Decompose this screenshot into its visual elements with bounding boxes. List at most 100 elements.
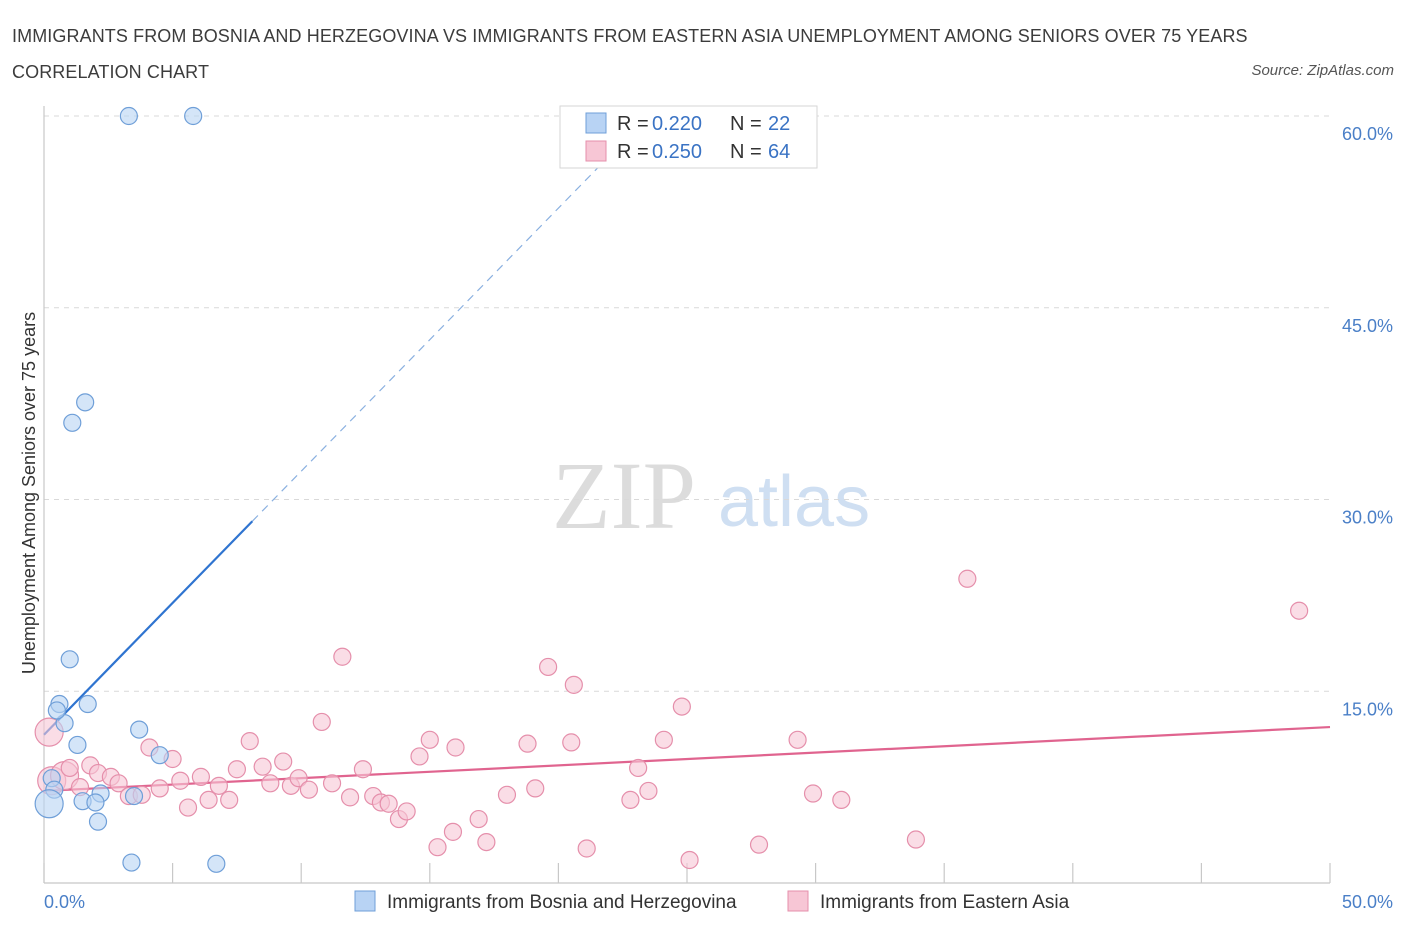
data-point-eastern-asia (672, 697, 691, 716)
data-point-eastern-asia (209, 776, 228, 795)
data-point-eastern-asia (906, 830, 926, 849)
data-point-eastern-asia (379, 794, 398, 813)
trendline-bosnia-extension (251, 160, 606, 522)
data-point-bosnia (207, 854, 226, 873)
data-point-bosnia (63, 413, 82, 432)
data-point-eastern-asia (322, 774, 342, 793)
x-tick-label-max: 50.0% (1342, 892, 1393, 912)
data-point-bosnia (150, 746, 169, 765)
data-point-eastern-asia (680, 850, 699, 870)
data-point-eastern-asia (469, 809, 488, 829)
legend-swatch-eastern-asia (585, 140, 607, 162)
data-point-eastern-asia (240, 732, 259, 751)
trendline-bosnia (43, 520, 254, 736)
data-point-eastern-asia (803, 784, 823, 803)
watermark-atlas: atlas (718, 462, 870, 542)
data-point-eastern-asia (333, 647, 352, 666)
data-point-bosnia (47, 701, 66, 720)
legend-r-label-bosnia: R = (617, 113, 649, 135)
data-point-eastern-asia (253, 757, 272, 776)
chart-title: IMMIGRANTS FROM BOSNIA AND HERZEGOVINA V… (12, 26, 1248, 82)
legend-n-label-eastern-asia: N = (730, 141, 762, 163)
x-ticks (43, 863, 1331, 883)
data-point-eastern-asia (220, 790, 239, 810)
data-point-bosnia (130, 720, 149, 739)
bottom-legend-swatch-eastern-asia (787, 890, 809, 912)
legend-n-value-bosnia: 22 (768, 113, 790, 135)
data-point-bosnia (76, 393, 95, 412)
correlation-legend: R = 0.220 N = 22 R = 0.250 N = 64 (559, 105, 818, 169)
data-point-eastern-asia (446, 738, 465, 757)
data-point-bosnia (68, 735, 87, 755)
legend-n-value-eastern-asia: 64 (768, 141, 790, 163)
data-point-eastern-asia (274, 752, 293, 771)
y-tick-label: 30.0% (1342, 508, 1393, 528)
legend-n-label-bosnia: N = (730, 113, 762, 135)
data-point-bosnia (119, 106, 138, 126)
trendline-eastern-asia (43, 725, 1331, 793)
data-point-eastern-asia (428, 838, 447, 857)
bottom-legend-swatch-bosnia (354, 890, 376, 912)
data-point-bosnia (124, 786, 144, 806)
data-point-eastern-asia (562, 733, 581, 752)
data-point-eastern-asia (178, 798, 198, 817)
data-point-eastern-asia (150, 779, 169, 798)
data-point-eastern-asia (171, 771, 190, 790)
y-axis-title: Unemployment Among Seniors over 75 years (19, 312, 39, 674)
data-point-eastern-asia (749, 835, 769, 854)
data-point-bosnia (184, 106, 203, 126)
trendlines (43, 160, 1331, 793)
data-point-bosnia (34, 789, 64, 819)
data-point-eastern-asia (477, 832, 496, 852)
data-point-eastern-asia (340, 788, 360, 807)
data-point-eastern-asia (1290, 601, 1309, 620)
data-point-bosnia (78, 694, 97, 714)
data-point-eastern-asia (109, 774, 128, 793)
data-point-eastern-asia (261, 774, 280, 793)
data-point-eastern-asia (621, 790, 640, 810)
data-point-eastern-asia (312, 712, 331, 732)
y-tick-labels: 15.0% 30.0% 45.0% 60.0% (1342, 124, 1393, 719)
data-point-eastern-asia (832, 790, 851, 810)
x-tick-label-min: 0.0% (44, 892, 85, 912)
legend-r-value-bosnia: 0.220 (652, 113, 702, 135)
legend-r-label-eastern-asia: R = (617, 141, 649, 163)
bottom-legend-label-bosnia: Immigrants from Bosnia and Herzegovina (387, 892, 737, 913)
data-point-eastern-asia (191, 767, 210, 786)
data-point-bosnia (60, 650, 79, 669)
data-point-eastern-asia (639, 781, 658, 801)
data-point-eastern-asia (654, 730, 673, 749)
data-point-eastern-asia (60, 758, 79, 778)
watermark-zip: ZIP (552, 442, 696, 549)
bottom-legend-label-eastern-asia: Immigrants from Eastern Asia (820, 892, 1070, 913)
data-point-bosnia (122, 853, 141, 872)
gridlines (44, 115, 1330, 692)
y-tick-label: 15.0% (1342, 699, 1393, 719)
legend-swatch-bosnia (585, 112, 607, 134)
data-point-eastern-asia (629, 758, 648, 778)
data-point-eastern-asia (526, 779, 545, 798)
data-point-eastern-asia (788, 730, 807, 749)
data-point-eastern-asia (353, 760, 373, 779)
series-eastern-asia-points (34, 569, 1309, 870)
data-point-eastern-asia (443, 822, 463, 841)
data-point-eastern-asia (227, 760, 246, 779)
data-point-eastern-asia (564, 675, 583, 694)
data-point-eastern-asia (497, 785, 517, 804)
data-point-bosnia (86, 793, 105, 812)
data-point-eastern-asia (299, 780, 319, 799)
y-tick-label: 45.0% (1342, 316, 1393, 336)
series-legend: Immigrants from Bosnia and Herzegovina I… (354, 890, 1070, 913)
data-point-eastern-asia (539, 657, 558, 677)
data-point-eastern-asia (420, 730, 439, 749)
data-point-eastern-asia (397, 802, 416, 821)
data-point-bosnia (88, 812, 108, 831)
data-point-eastern-asia (199, 790, 218, 810)
series-bosnia-points (34, 106, 226, 873)
legend-r-value-eastern-asia: 0.250 (652, 141, 702, 163)
data-point-eastern-asia (518, 734, 537, 753)
data-point-eastern-asia (289, 769, 308, 788)
source-label: Source: ZipAtlas.com (1251, 62, 1394, 79)
data-point-eastern-asia (577, 839, 596, 858)
